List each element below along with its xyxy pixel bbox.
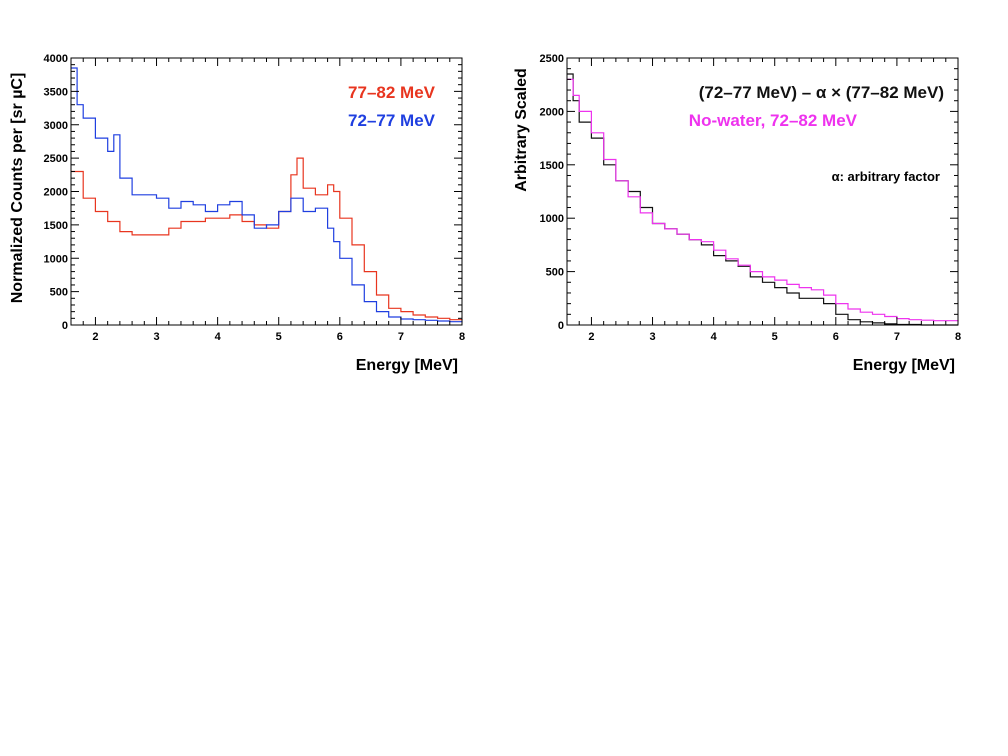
chart-left-xtick-label: 2 bbox=[92, 331, 98, 343]
chart-right-annotation: α: arbitrary factor bbox=[832, 169, 940, 184]
chart-left-series-0-line bbox=[71, 157, 463, 321]
chart-right-xtick-label: 3 bbox=[649, 331, 655, 343]
chart-left-xlabel: Energy [MeV] bbox=[356, 357, 458, 374]
chart-left-xtick-label: 7 bbox=[398, 331, 404, 343]
chart-right-xtick-label: 8 bbox=[955, 331, 961, 343]
chart-left-ytick-label: 4000 bbox=[44, 53, 68, 65]
chart-right-legend-0: (72–77 MeV) – α × (77–82 MeV) bbox=[699, 83, 944, 102]
chart-left-ytick-label: 2500 bbox=[44, 153, 68, 165]
chart-left-xtick-label: 3 bbox=[153, 331, 159, 343]
chart-right-ytick-label: 2000 bbox=[540, 106, 564, 118]
chart-right-series-1-line bbox=[567, 78, 959, 322]
chart-left-ytick-label: 3000 bbox=[44, 120, 68, 132]
chart-right-xtick-label: 2 bbox=[588, 331, 594, 343]
chart-left-series-1-line bbox=[71, 67, 463, 323]
chart-left-ytick-label: 2000 bbox=[44, 187, 68, 199]
chart-left: Normalized Counts per [sr µC] Energy [Me… bbox=[9, 53, 465, 374]
chart-left-ytick-label: 1500 bbox=[44, 220, 68, 232]
chart-left-legend-0: 77–82 MeV bbox=[348, 83, 436, 102]
chart-right-xtick-label: 4 bbox=[711, 331, 718, 343]
chart-left-ytick-label: 0 bbox=[62, 320, 68, 332]
chart-right-xlabel: Energy [MeV] bbox=[853, 357, 955, 374]
chart-left-xtick-label: 8 bbox=[459, 331, 465, 343]
chart-right-ytick-label: 2500 bbox=[540, 53, 564, 65]
chart-right-ylabel: Arbitrary Scaled bbox=[513, 68, 530, 192]
chart-left-ylabel: Normalized Counts per [sr µC] bbox=[9, 73, 26, 304]
chart-left-xtick-label: 5 bbox=[276, 331, 282, 343]
chart-right-ytick-label: 1000 bbox=[540, 213, 564, 225]
chart-left-ytick-label: 500 bbox=[50, 287, 68, 299]
chart-right-xtick-label: 5 bbox=[772, 331, 778, 343]
chart-right-ytick-label: 1500 bbox=[540, 160, 564, 172]
chart-left-legend-1: 72–77 MeV bbox=[348, 111, 436, 130]
chart-right-ytick-label: 0 bbox=[558, 320, 564, 332]
chart-right-ytick-label: 500 bbox=[546, 267, 564, 279]
chart-left-xtick-label: 6 bbox=[337, 331, 343, 343]
chart-right-xtick-label: 7 bbox=[894, 331, 900, 343]
chart-right-xtick-label: 6 bbox=[833, 331, 839, 343]
chart-left-ytick-label: 1000 bbox=[44, 253, 68, 265]
chart-right: Arbitrary Scaled Energy [MeV] (72–77 MeV… bbox=[513, 53, 961, 374]
chart-left-xtick-label: 4 bbox=[215, 331, 222, 343]
chart-left-ytick-label: 3500 bbox=[44, 86, 68, 98]
chart-right-legend-1: No-water, 72–82 MeV bbox=[689, 111, 858, 130]
